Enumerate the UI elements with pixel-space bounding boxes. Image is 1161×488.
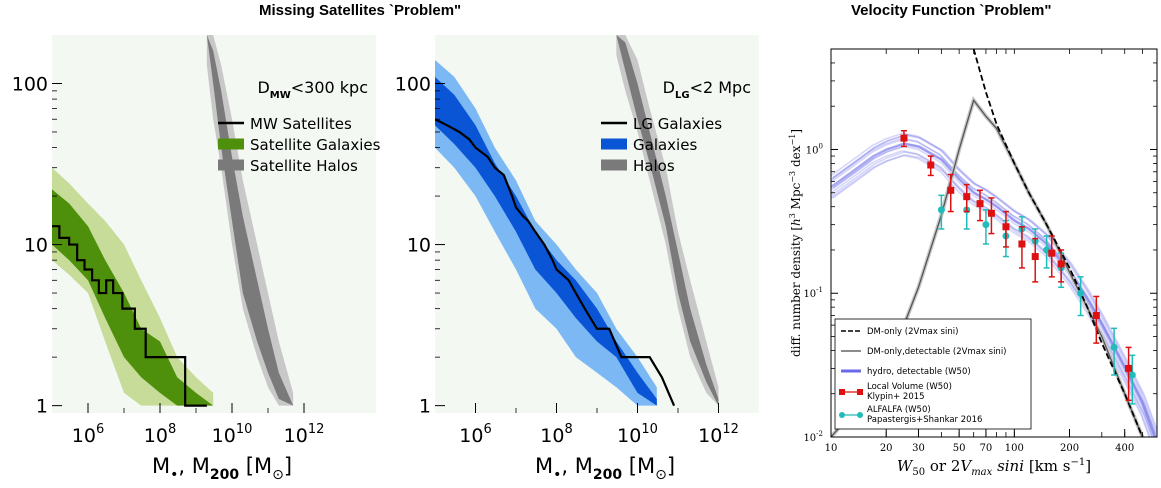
legend-label: LG Galaxies — [633, 115, 722, 133]
y-tick-label: 100 — [395, 73, 431, 95]
legend-label: Galaxies — [633, 136, 697, 154]
x-tick-label: 70 — [980, 443, 993, 454]
right-figure-title: Velocity Function `Problem" — [851, 2, 1052, 19]
y-tick-label: 10-2 — [803, 430, 823, 444]
alfalfa-point — [1110, 343, 1118, 351]
x-axis-label: M•, M200 [M⊙] — [152, 454, 292, 483]
alfalfa-point — [1128, 371, 1136, 379]
local-volume-point — [1092, 312, 1100, 320]
left-figure-title: Missing Satellites `Problem" — [259, 2, 462, 19]
alfalfa-point — [937, 206, 945, 214]
local-volume-point — [1125, 364, 1133, 372]
legend-label: DM-only,detectable (2Vmax sini) — [867, 347, 1007, 357]
y-tick-label: 10 — [407, 235, 431, 257]
plot-area — [831, 49, 1157, 437]
local-group-chart: 1 10 100 106 108 1010 1012 M•, M200 [M⊙] DLG<2 M… — [395, 35, 759, 483]
x-tick-label: 200 — [1060, 443, 1079, 454]
y-tick-label: 1 — [36, 396, 48, 418]
legend-label-line2: Klypin+ 2015 — [867, 392, 925, 402]
halo-band-inner — [206, 35, 294, 406]
x-tick-label: 1012 — [284, 422, 325, 447]
velocity-function-chart: 10-2 10-1 100 10 20 30 50 70 100 200 400 W50 or 2Vm… — [788, 48, 1158, 478]
hydro-realization-line — [832, 133, 1157, 433]
local-volume-point — [1031, 253, 1039, 261]
plot-area — [52, 35, 294, 407]
local-volume-point — [987, 209, 995, 217]
distance-annotation: DMW<300 kpc — [257, 78, 368, 101]
legend-label: Halos — [633, 157, 675, 175]
plot-frame — [830, 48, 1158, 438]
legend-label: ALFALFA (W50) — [867, 405, 931, 415]
legend-marker — [839, 389, 845, 395]
galaxy-band-inner — [52, 189, 214, 406]
dm-only-line — [972, 49, 1144, 437]
halo-band-outer — [206, 35, 294, 406]
legend-label: MW Satellites — [250, 115, 352, 133]
y-axis-label: diff. number density [h3 Mpc−3 dex−1] — [788, 129, 803, 357]
legend-label-line2: Papastergis+Shankar 2016 — [867, 415, 982, 425]
observed-step-line — [52, 225, 207, 407]
local-volume-point — [947, 186, 955, 194]
local-volume-point — [963, 193, 971, 201]
local-volume-point — [976, 200, 984, 208]
y-tick-label: 100 — [12, 73, 48, 95]
galaxy-band-inner — [435, 76, 657, 406]
distance-annotation: DLG<2 Mpc — [663, 78, 751, 101]
local-volume-point — [1002, 223, 1010, 231]
hydro-realization-line — [831, 134, 1157, 435]
y-tick-label: 1 — [419, 396, 431, 418]
legend-marker — [857, 412, 863, 418]
legend-box — [834, 318, 1032, 430]
x-tick-label: 20 — [880, 443, 893, 454]
x-tick-label: 108 — [540, 422, 572, 447]
x-tick-label: 400 — [1115, 443, 1134, 454]
satellites-chart: 1 10 100 106 108 1010 1012 M•, M200 [M⊙] DMW<300… — [12, 35, 380, 483]
x-tick-label: 1010 — [212, 422, 253, 447]
x-tick-label: 50 — [953, 443, 966, 454]
legend-label: Local Volume (W50) — [867, 382, 952, 392]
legend-label: DM-only (2Vmax sini) — [867, 327, 958, 337]
x-tick-label: 106 — [459, 422, 491, 447]
legend-label: Satellite Galaxies — [250, 136, 380, 154]
legend-label: hydro, detectable (W50) — [867, 367, 971, 377]
x-axis-label: W50 or 2Vmax sini [km s−1] — [897, 457, 1091, 478]
galaxy-band-outer — [52, 167, 214, 406]
local-volume-point — [900, 134, 908, 142]
alfalfa-point — [982, 221, 990, 229]
halo-band-inner — [616, 35, 719, 406]
local-volume-point — [1057, 260, 1065, 268]
y-tick-label: 100 — [806, 142, 823, 156]
observed-step-line — [435, 118, 676, 407]
y-tick-label: 10-1 — [803, 286, 823, 300]
y-tick-label: 10 — [24, 235, 48, 257]
x-tick-label: 108 — [144, 422, 176, 447]
x-tick-label: 1012 — [698, 422, 739, 447]
local-volume-point — [1018, 240, 1026, 248]
local-volume-point — [1048, 249, 1056, 257]
alfalfa-point — [1077, 289, 1085, 297]
x-tick-label: 1010 — [617, 422, 658, 447]
x-tick-label: 106 — [72, 422, 104, 447]
plot-area — [435, 35, 719, 407]
x-axis-label: M•, M200 [M⊙] — [535, 454, 675, 483]
legend-marker — [839, 412, 845, 418]
x-tick-label: 100 — [1005, 443, 1024, 454]
local-volume-point — [927, 161, 935, 169]
x-tick-label: 10 — [825, 443, 838, 454]
x-tick-label: 30 — [912, 443, 925, 454]
hydro-realization-line — [831, 132, 1157, 434]
legend-label: Satellite Halos — [250, 157, 358, 175]
legend-marker — [857, 389, 863, 395]
